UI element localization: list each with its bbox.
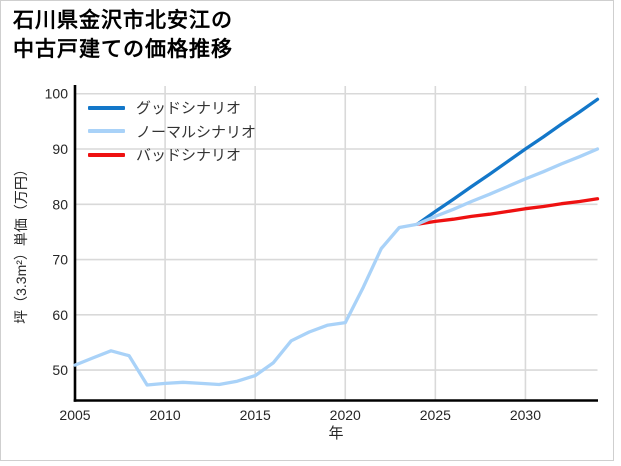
bad-scenario-line-swatch (88, 152, 125, 157)
y-tick-label: 90 (52, 141, 68, 157)
chart-title-line2: 中古戸建ての価格推移 (13, 38, 233, 61)
x-tick-label: 2005 (59, 407, 90, 423)
y-tick-label: 50 (52, 362, 68, 378)
x-axis-title: 年 (328, 425, 343, 442)
y-tick-label: 70 (52, 252, 68, 268)
chart-title: 石川県金沢市北安江の 中古戸建ての価格推移 (13, 6, 233, 64)
legend-item-good[interactable]: グッドシナリオ (88, 96, 256, 120)
chart-card: 石川県金沢市北安江の 中古戸建ての価格推移 2005 2010 2015 2020 20… (0, 0, 614, 461)
x-tick-label: 2010 (150, 407, 181, 423)
legend-item-bad[interactable]: バッドシナリオ (88, 143, 256, 167)
legend-label-good: グッドシナリオ (136, 100, 242, 118)
y-tick-label: 100 (45, 86, 69, 102)
normal-scenario-line (73, 147, 600, 387)
y-axis-title: 坪（3.3m²）単価（万円） (13, 162, 29, 324)
good-scenario-line-swatch (88, 105, 125, 110)
y-tick-label: 80 (52, 196, 68, 212)
legend-label-normal: ノーマルシナリオ (136, 123, 257, 141)
good-scenario-line (415, 97, 600, 226)
legend: グッドシナリオ ノーマルシナリオ バッドシナリオ (88, 96, 256, 167)
bad-scenario-line (415, 197, 600, 226)
normal-scenario-line-swatch (88, 129, 125, 134)
legend-label-bad: バッドシナリオ (136, 147, 242, 165)
x-tick-label: 2020 (330, 407, 361, 423)
legend-item-normal[interactable]: ノーマルシナリオ (88, 120, 256, 144)
x-tick-label: 2015 (240, 407, 271, 423)
x-tick-label: 2030 (510, 407, 541, 423)
x-tick-label: 2025 (420, 407, 451, 423)
chart-title-line1: 石川県金沢市北安江の (13, 9, 233, 32)
y-tick-label: 60 (52, 307, 68, 323)
